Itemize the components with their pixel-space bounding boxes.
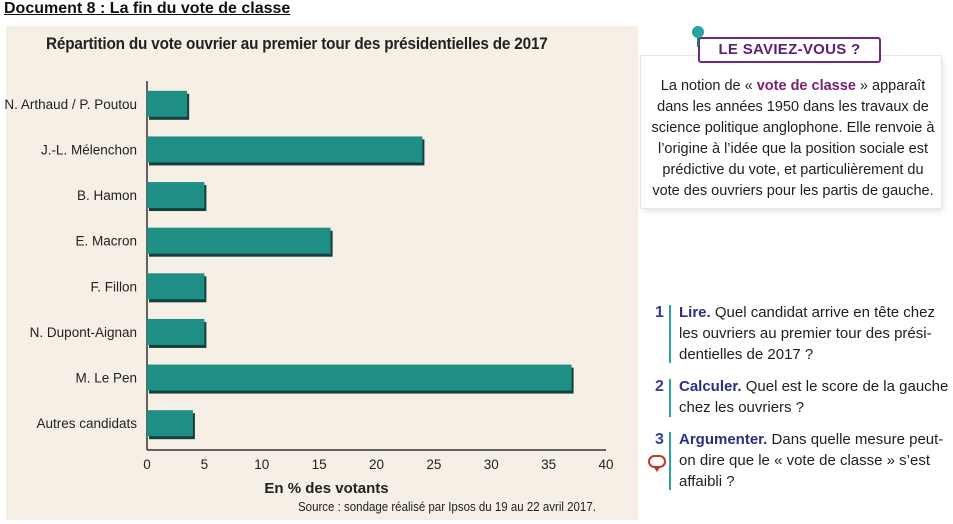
chart-source: Source : sondage réalisé par Ipsos du 19… bbox=[298, 500, 596, 514]
bar bbox=[147, 136, 423, 163]
category-label: F. Fillon bbox=[90, 279, 137, 294]
x-tick-label: 10 bbox=[254, 457, 269, 472]
info-box-text: La notion de « vote de classe » apparaît… bbox=[650, 76, 936, 202]
bar bbox=[147, 410, 193, 437]
pin-icon bbox=[692, 26, 704, 38]
bar bbox=[147, 273, 205, 300]
document-title: Document 8 : La fin du vote de classe bbox=[4, 0, 291, 17]
bar bbox=[147, 182, 205, 209]
pin-stem bbox=[697, 35, 699, 47]
x-tick-label: 35 bbox=[541, 457, 556, 472]
info-text-before: La notion de « bbox=[660, 78, 757, 94]
question-text: Quel candidat arrive en tête chez les ou… bbox=[679, 304, 935, 363]
category-label: B. Hamon bbox=[77, 188, 137, 203]
bar bbox=[147, 227, 331, 254]
category-label: M. Le Pen bbox=[75, 371, 137, 386]
category-label: J.-L. Mélenchon bbox=[41, 142, 137, 157]
category-label: N. Dupont-Aignan bbox=[30, 325, 137, 340]
x-tick-label: 25 bbox=[426, 457, 441, 472]
question-keyword: Lire. bbox=[679, 304, 711, 321]
category-label: E. Macron bbox=[75, 234, 137, 249]
question-text: Dans quelle mesure peut-on dire que le «… bbox=[679, 431, 944, 490]
x-tick-label: 0 bbox=[143, 457, 151, 472]
category-label: Autres candidats bbox=[36, 416, 137, 431]
info-box-banner-label: LE SAVIEZ-VOUS ? bbox=[718, 41, 861, 58]
speech-bubble-tail bbox=[653, 466, 661, 472]
x-tick-label: 5 bbox=[201, 457, 209, 472]
question-text: Quel est le score de la gauche chez les … bbox=[679, 378, 949, 416]
question-bar bbox=[669, 432, 671, 490]
question-2: 2 Calculer. Quel est le score de la gauc… bbox=[655, 376, 949, 420]
question-keyword: Argumenter. bbox=[679, 431, 768, 448]
question-body: Calculer. Quel est le score de la gauche… bbox=[679, 376, 949, 418]
question-body: Lire. Quel candidat arrive en tête chez … bbox=[679, 302, 949, 365]
x-tick-label: 40 bbox=[598, 457, 613, 472]
question-bar bbox=[669, 379, 671, 417]
question-body: Argumenter. Dans quelle mesure peut-on d… bbox=[679, 429, 949, 492]
bar-chart: N. Arthaud / P. Poutou J.-L. Mélenchon B. … bbox=[4, 81, 614, 497]
info-box-banner: LE SAVIEZ-VOUS ? bbox=[698, 37, 881, 63]
x-tick-label: 15 bbox=[312, 457, 327, 472]
question-keyword: Calculer. bbox=[679, 378, 742, 395]
question-3: 3 Argumenter. Dans quelle mesure peut-on… bbox=[655, 429, 947, 493]
chart-title: Répartition du vote ouvrier au premier t… bbox=[46, 34, 548, 53]
info-text-highlight: vote de classe bbox=[756, 78, 856, 94]
question-number: 3 bbox=[655, 431, 664, 448]
bar bbox=[147, 318, 205, 345]
x-tick-label: 20 bbox=[369, 457, 384, 472]
info-box bbox=[641, 56, 941, 208]
question-1: 1 Lire. Quel candidat arrive en tête che… bbox=[655, 302, 947, 366]
x-tick-label: 30 bbox=[484, 457, 499, 472]
question-bar bbox=[669, 305, 671, 363]
chart-panel bbox=[6, 26, 638, 520]
question-number: 1 bbox=[655, 304, 664, 321]
info-text-after: » apparaît dans les années 1950 dans les… bbox=[651, 78, 935, 199]
bar bbox=[147, 364, 572, 391]
x-axis-title: En % des votants bbox=[264, 480, 388, 497]
bar bbox=[147, 90, 188, 117]
category-label: N. Arthaud / P. Poutou bbox=[4, 97, 137, 112]
question-number: 2 bbox=[655, 378, 664, 395]
